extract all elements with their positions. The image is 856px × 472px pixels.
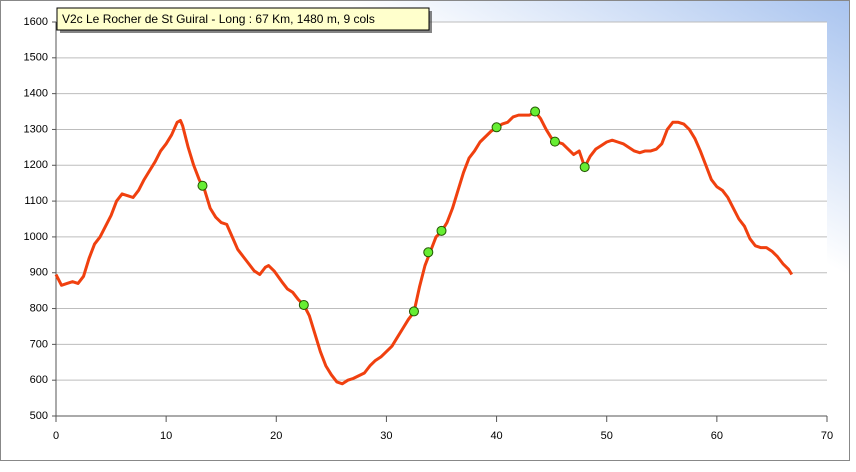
title-box — [56, 7, 430, 31]
col-marker — [549, 136, 560, 147]
y-tick-label: 1600 — [24, 16, 48, 28]
x-tick-label: 30 — [380, 430, 392, 442]
col-marker — [491, 122, 502, 133]
col-marker — [579, 162, 590, 173]
x-tick-label: 0 — [53, 430, 59, 442]
x-tick-label: 50 — [601, 430, 613, 442]
x-tick-label: 20 — [270, 430, 282, 442]
y-tick-label: 500 — [30, 410, 48, 422]
x-tick-label: 40 — [490, 430, 502, 442]
x-tick-label: 60 — [711, 430, 723, 442]
y-tick-label: 800 — [30, 302, 48, 314]
col-marker — [530, 106, 541, 117]
col-marker — [408, 306, 419, 317]
y-tick-label: 1200 — [24, 159, 48, 171]
x-tick-label: 70 — [821, 430, 833, 442]
col-marker — [298, 299, 309, 310]
y-tick-label: 1100 — [24, 195, 48, 207]
y-tick-label: 1500 — [24, 52, 48, 64]
chart-title: V2c Le Rocher de St Guiral - Long : 67 K… — [62, 12, 375, 26]
y-tick-label: 1400 — [24, 88, 48, 100]
plot-area — [56, 22, 827, 416]
x-tick-label: 10 — [160, 430, 172, 442]
col-marker — [197, 180, 208, 191]
y-tick-label: 900 — [30, 267, 48, 279]
col-marker — [423, 247, 434, 258]
y-tick-label: 600 — [30, 374, 48, 386]
y-tick-label: 700 — [30, 338, 48, 350]
y-tick-label: 1300 — [24, 123, 48, 135]
elevation-line — [54, 110, 794, 386]
y-tick-label: 1000 — [24, 231, 48, 243]
col-marker — [436, 225, 447, 236]
